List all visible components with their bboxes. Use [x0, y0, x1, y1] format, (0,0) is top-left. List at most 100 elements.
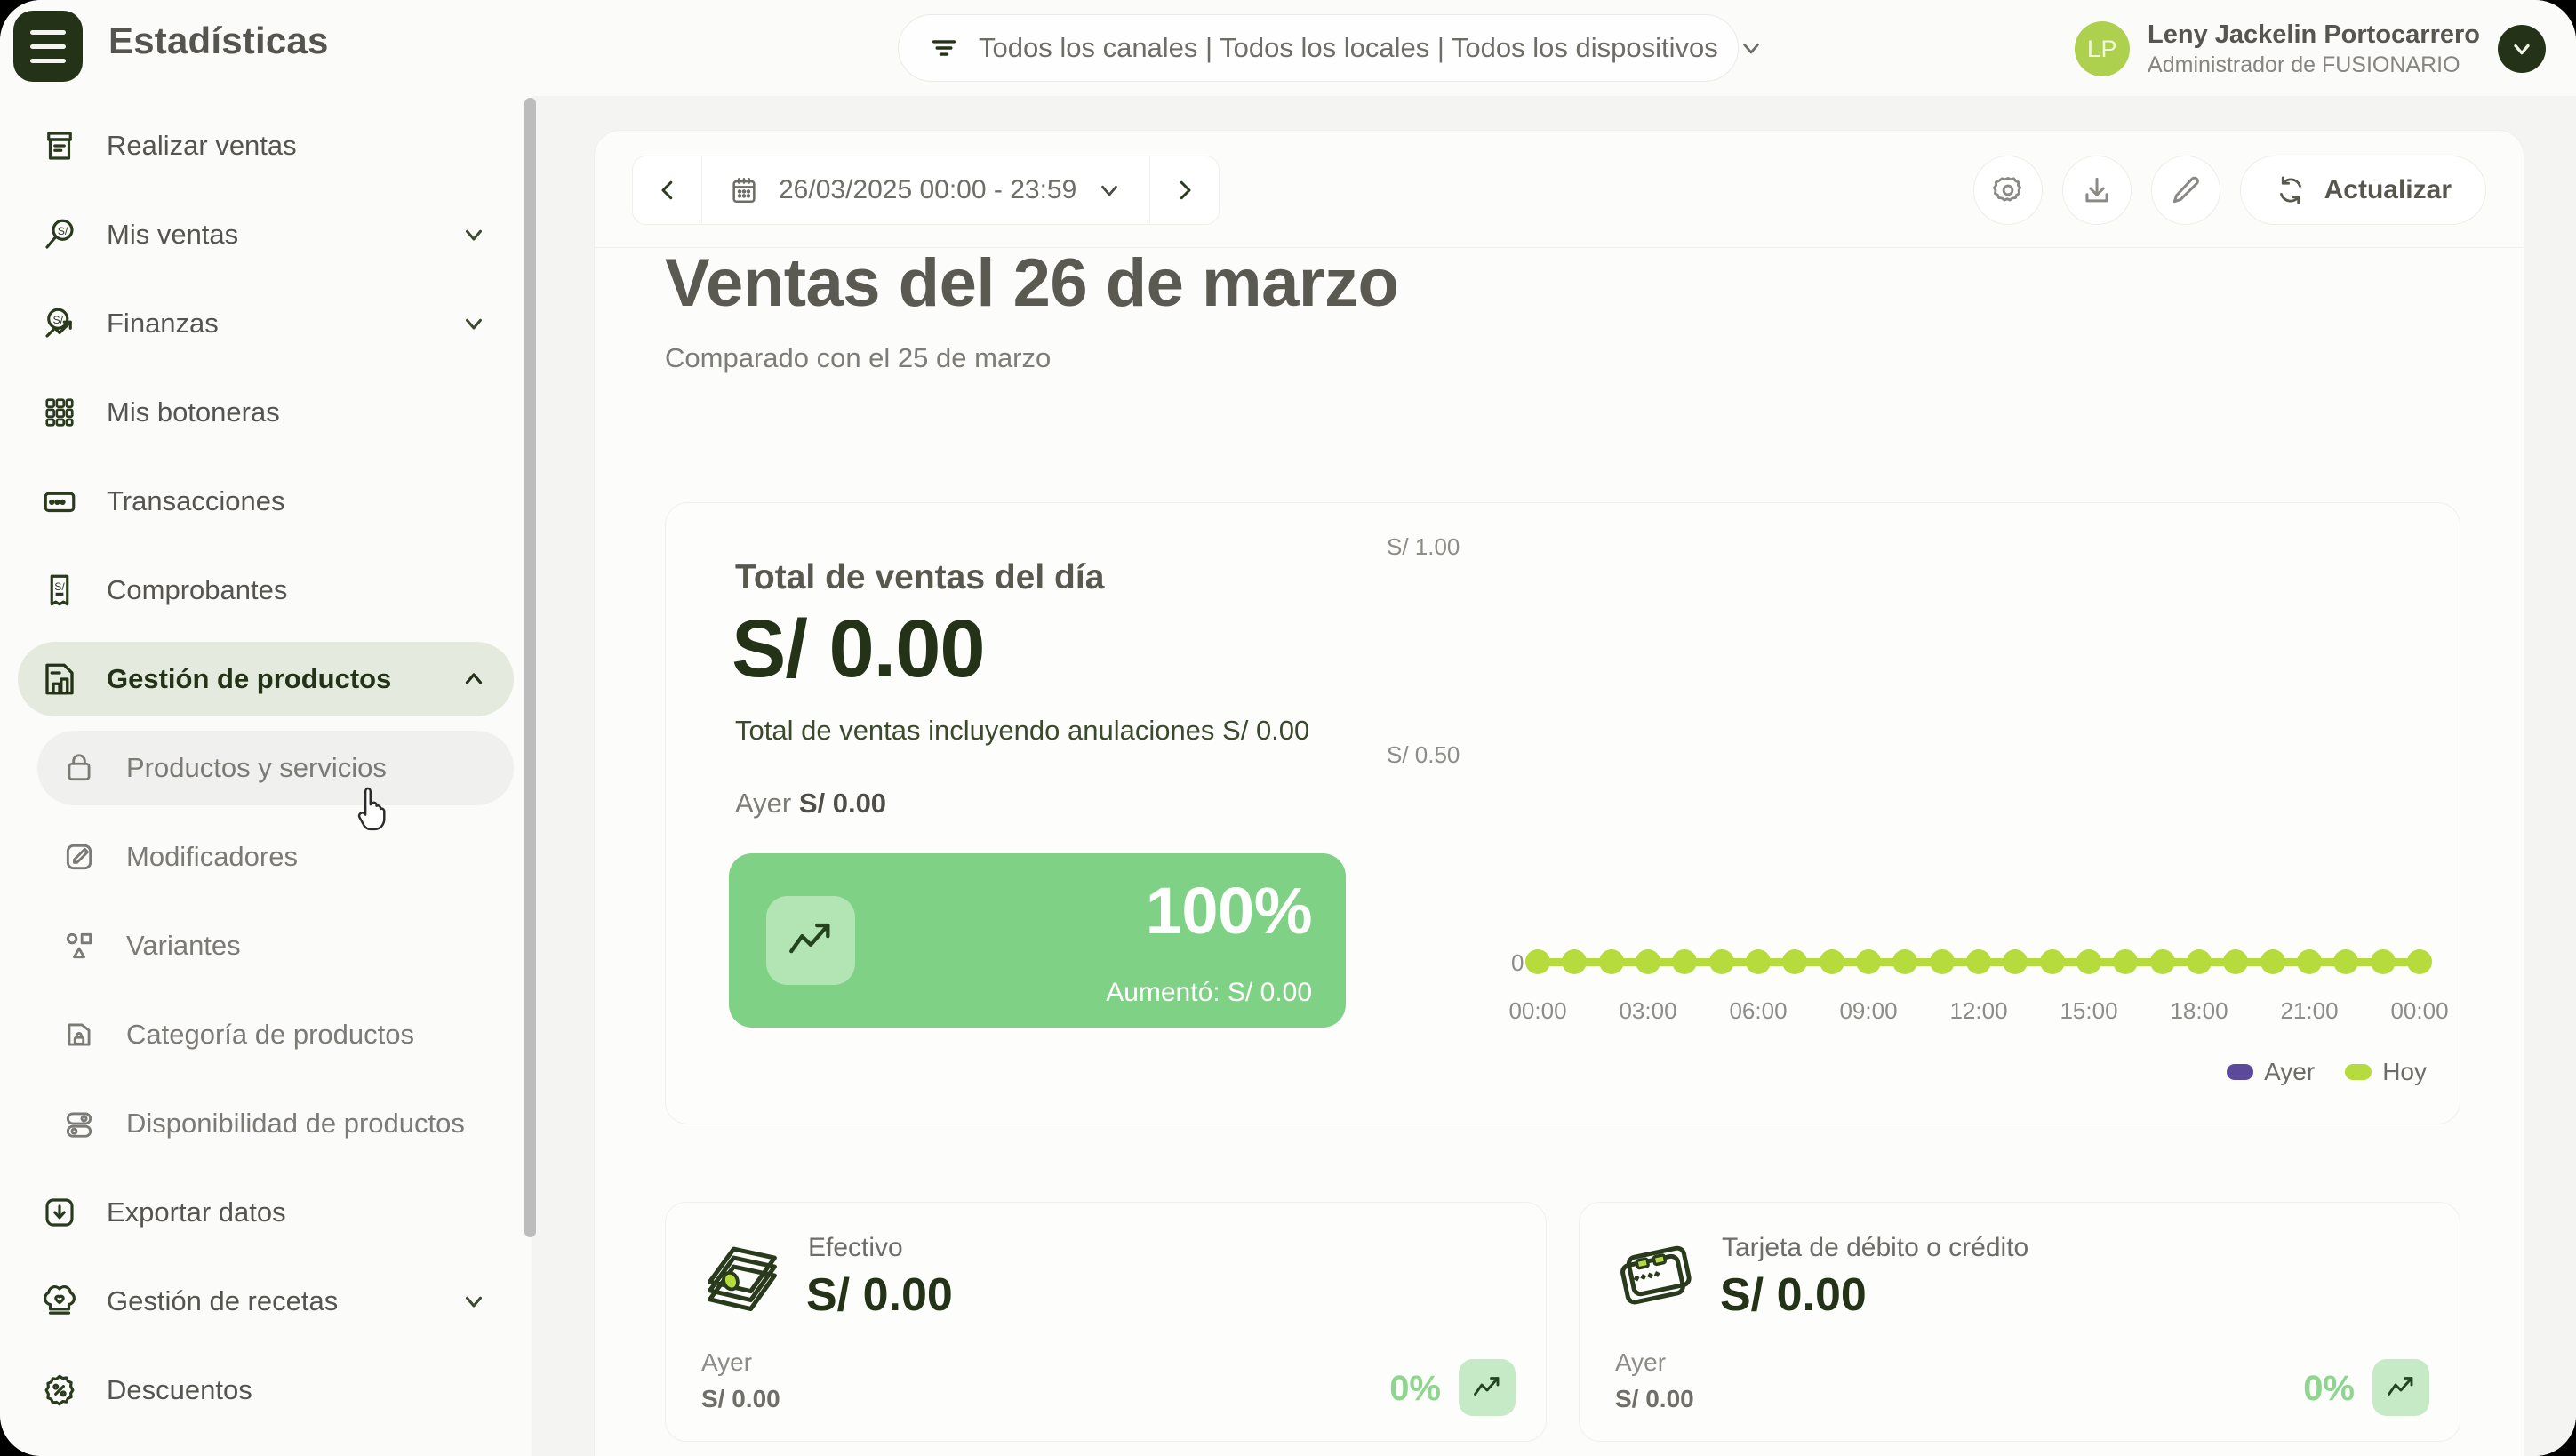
sidebar-item-label: Exportar datos	[107, 1196, 286, 1228]
sidebar-item-label: Categoría de productos	[126, 1019, 414, 1050]
user-menu-toggle[interactable]	[2498, 25, 2546, 73]
product-box-icon	[39, 659, 80, 700]
chevron-up-icon[interactable]	[460, 666, 487, 692]
chart-point	[2370, 949, 2396, 974]
chart-point	[1929, 949, 1955, 974]
legend-swatch-ayer	[2227, 1064, 2254, 1080]
shapes-icon	[59, 925, 100, 966]
legend-label-ayer: Ayer	[2264, 1058, 2316, 1085]
sidebar-item-exportar-datos[interactable]: Exportar datos	[18, 1175, 514, 1250]
folder-bag-icon	[59, 1014, 100, 1055]
sidebar-item-gestion-de-productos[interactable]: Gestión de productos	[18, 642, 514, 716]
x-axis-tick-label: 00:00	[1508, 997, 1567, 1024]
sales-chart: S/ 1.00 S/ 0.50 0 00:00 03:00 06:00 09:00 12…	[1387, 533, 2449, 1086]
payment-percent: 0%	[1389, 1369, 1441, 1408]
edit-button[interactable]	[2150, 156, 2220, 225]
chart-legend: Ayer Hoy	[2227, 1058, 2427, 1086]
payment-yesterday-label: Ayer	[701, 1348, 753, 1376]
download-button[interactable]	[2061, 156, 2132, 225]
chart-plot-area: 00:00 03:00 06:00 09:00 12:00 15:00 18:00 21:00…	[1508, 533, 2449, 1084]
sales-page-subheading: Comparado con el 25 de marzo	[665, 342, 1052, 373]
payment-amount: S/ 0.00	[1720, 1269, 1867, 1321]
chart-point	[2149, 949, 2175, 974]
sidebar-item-transacciones[interactable]: Transacciones	[18, 464, 514, 539]
settings-button[interactable]	[1972, 156, 2043, 225]
date-range-picker[interactable]: 26/03/2025 00:00 - 23:59	[702, 156, 1149, 224]
sidebar-item-label: Productos y servicios	[126, 752, 387, 783]
sidebar-item-descuentos[interactable]: Descuentos	[18, 1353, 514, 1428]
legend-item-ayer[interactable]: Ayer	[2227, 1058, 2315, 1086]
chart-point	[2297, 949, 2322, 974]
sidebar-item-realizar-ventas[interactable]: Realizar ventas	[18, 108, 514, 183]
chart-point	[1636, 949, 1660, 974]
sidebar-item-label: Gestión de productos	[107, 663, 392, 694]
payment-card-efectivo: Efectivo S/ 0.00 Ayer S/ 0.00 0%	[665, 1202, 1547, 1442]
chevron-down-icon[interactable]	[460, 1288, 487, 1315]
chevron-down-icon	[2514, 44, 2530, 55]
card-dots-icon	[39, 481, 80, 522]
channel-filter-dropdown[interactable]: Todos los canales | Todos los locales | …	[898, 14, 1759, 82]
magnifier-soles-icon: S/	[39, 214, 80, 255]
sidebar-item-categoria-de-productos[interactable]: Categoría de productos	[37, 997, 514, 1072]
chevron-left-icon	[661, 180, 672, 200]
svg-text:S/: S/	[54, 580, 65, 593]
sidebar-scrollbar[interactable]	[524, 98, 536, 1237]
hamburger-menu-icon[interactable]	[13, 11, 83, 82]
legend-item-hoy[interactable]: Hoy	[2345, 1058, 2427, 1086]
previous-day-button[interactable]	[633, 156, 702, 224]
bag-lock-icon	[59, 748, 100, 788]
yesterday-summary: Ayer S/ 0.00	[735, 788, 886, 820]
chart-point	[2260, 949, 2285, 974]
chevron-down-icon[interactable]	[460, 310, 487, 337]
yesterday-amount: S/ 0.00	[798, 788, 887, 819]
finance-trend-icon: S/	[39, 303, 80, 344]
chart-point	[1892, 949, 1918, 974]
x-axis-tick-label: 21:00	[2280, 997, 2339, 1024]
x-axis-tick-label: 18:00	[2170, 997, 2228, 1024]
sidebar-item-disponibilidad-de-productos[interactable]: Disponibilidad de productos	[37, 1086, 514, 1161]
chevron-down-icon	[1742, 43, 1759, 54]
yesterday-label: Ayer	[735, 788, 792, 819]
x-axis-tick-label: 06:00	[1729, 997, 1788, 1024]
chart-point	[1856, 949, 1881, 974]
chart-point	[2223, 949, 2249, 974]
sidebar-item-mis-botoneras[interactable]: Mis botoneras	[18, 375, 514, 450]
sidebar-item-label: Descuentos	[107, 1374, 252, 1405]
chef-hat-icon	[39, 1281, 80, 1322]
chart-point	[2076, 949, 2101, 974]
sidebar-item-mis-ventas[interactable]: S/ Mis ventas	[18, 197, 514, 272]
sidebar-item-finanzas[interactable]: S/ Finanzas	[18, 286, 514, 361]
discount-badge-icon	[39, 1370, 80, 1411]
sidebar-item-label: Mis ventas	[107, 219, 239, 250]
download-icon	[2085, 177, 2108, 203]
chart-point	[1782, 949, 1808, 974]
sidebar-item-productos-y-servicios[interactable]: Productos y servicios	[37, 731, 514, 805]
svg-text:S/: S/	[58, 225, 68, 237]
calendar-icon	[732, 177, 756, 204]
sidebar-item-label: Realizar ventas	[107, 130, 297, 161]
sidebar-item-label: Modificadores	[126, 841, 298, 872]
x-axis-ticks: 00:00 03:00 06:00 09:00 12:00 15:00 18:00 21:00…	[1508, 997, 2448, 1033]
chart-point	[2039, 949, 2065, 974]
refresh-button[interactable]: Actualizar	[2239, 156, 2486, 225]
chevron-down-icon[interactable]	[460, 221, 487, 248]
receipt-printer-icon	[39, 125, 80, 166]
x-axis-tick-label: 00:00	[2390, 997, 2449, 1024]
download-box-icon	[39, 1192, 80, 1233]
chevron-right-icon	[1180, 180, 1191, 200]
sales-page-heading: Ventas del 26 de marzo	[665, 245, 1399, 321]
chart-point	[1525, 949, 1550, 974]
toggles-icon	[59, 1103, 100, 1144]
chart-point	[2113, 949, 2139, 974]
user-profile[interactable]: LP Leny Jackelin Portocarrero Administra…	[2075, 14, 2546, 84]
grid-dots-icon	[39, 392, 80, 433]
chart-point	[1966, 949, 1991, 974]
sidebar-item-comprobantes[interactable]: S/ Comprobantes	[18, 553, 514, 628]
total-sales-amount: S/ 0.00	[732, 604, 986, 694]
chart-point	[2407, 949, 2432, 974]
sidebar-item-variantes[interactable]: Variantes	[37, 908, 514, 983]
sidebar-item-gestion-de-recetas[interactable]: Gestión de recetas	[18, 1264, 514, 1339]
sidebar-item-modificadores[interactable]: Modificadores	[37, 820, 514, 894]
next-day-button[interactable]	[1149, 156, 1219, 224]
